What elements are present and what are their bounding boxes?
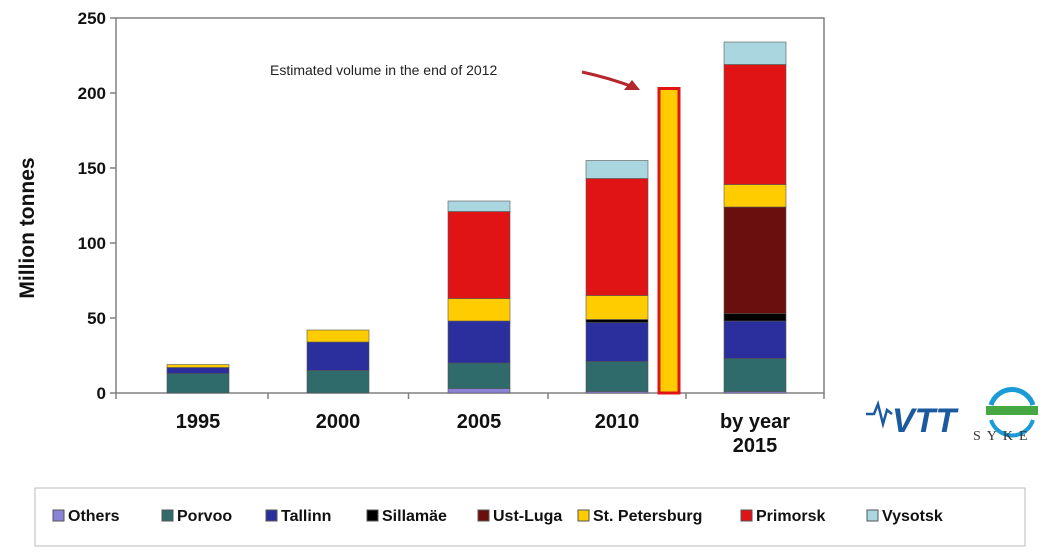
legend-swatch: [740, 509, 753, 522]
bar-segment-st-petersburg: [723, 184, 787, 208]
legend-label: Porvoo: [177, 508, 232, 525]
logos: VTT SYKE: [866, 387, 1038, 444]
syke-logo-bottom: [989, 419, 1035, 438]
bar-segment-primorsk: [585, 178, 649, 296]
x-tick-label: 2015: [733, 435, 778, 457]
bar-segment-others: [447, 388, 511, 394]
legend-label: St. Petersburg: [593, 508, 702, 525]
bar-segment-st-petersburg: [585, 295, 649, 320]
bar-segment-st-petersburg: [306, 329, 370, 343]
bar-segment-primorsk: [723, 64, 787, 185]
legend-swatch: [577, 509, 590, 522]
y-tick-label: 50: [87, 309, 106, 328]
bar-segment-vysotsk: [447, 200, 511, 212]
bar-segment-porvoo: [166, 373, 230, 394]
x-tick-label: 2010: [595, 411, 640, 433]
bar-segment-ust-luga: [723, 206, 787, 314]
bar-segment-vysotsk: [585, 160, 649, 179]
legend-label: Ust-Luga: [493, 508, 562, 525]
legend-label: Tallinn: [281, 508, 331, 525]
bar-segment-sillam-e: [723, 313, 787, 322]
legend-box: [34, 487, 1026, 547]
bar-segment-primorsk: [447, 211, 511, 299]
vtt-wave-icon: [866, 399, 893, 429]
syke-logo: SYKE: [973, 429, 1034, 444]
bar-segment-vysotsk: [723, 41, 787, 65]
bar-segment-porvoo: [723, 358, 787, 392]
bar-segment-porvoo: [447, 362, 511, 389]
x-tick-label: 1995: [176, 411, 221, 433]
y-axis-label: Million tonnes: [16, 157, 39, 298]
x-tick-label: 2005: [457, 411, 502, 433]
x-tick-label: by year: [720, 411, 790, 433]
bar-segment-tallinn: [585, 322, 649, 362]
legend-swatch: [866, 509, 879, 522]
y-tick-label: 150: [78, 159, 106, 178]
vtt-logo: VTT: [892, 402, 959, 440]
y-tick-label: 100: [78, 234, 106, 253]
annotation-arrowhead: [624, 80, 640, 90]
legend-swatch: [265, 509, 278, 522]
estimated-2012-bar: [657, 87, 681, 395]
legend-label: Others: [68, 508, 120, 525]
bar-segment-tallinn: [447, 320, 511, 364]
bar-segment-porvoo: [306, 370, 370, 394]
x-tick-label: 2000: [316, 411, 361, 433]
bar-segment-tallinn: [306, 341, 370, 371]
y-axis: 0 50 100 150 200 250: [78, 9, 116, 403]
bar-segment-sillam-e: [585, 319, 649, 323]
bar-segment-tallinn: [166, 367, 230, 374]
y-tick-label: 200: [78, 84, 106, 103]
y-tick-label: 0: [97, 384, 106, 403]
plot-area: [115, 17, 825, 395]
legend-swatch: [52, 509, 65, 522]
legend-swatch: [477, 509, 490, 522]
bar-segment-st-petersburg: [447, 298, 511, 322]
legend-swatch: [161, 509, 174, 522]
annotation: Estimated volume in the end of 2012: [270, 62, 640, 90]
syke-logo-band: [986, 406, 1038, 415]
bar-segment-st-petersburg: [166, 364, 230, 368]
legend-label: Primorsk: [756, 508, 825, 525]
bar-segment-tallinn: [723, 320, 787, 359]
y-tick-label: 250: [78, 9, 106, 28]
legend-label: Vysotsk: [882, 508, 943, 525]
syke-logo-emblem: [988, 387, 1036, 406]
bar-segment-porvoo: [585, 361, 649, 392]
legend-label: Sillamäe: [382, 508, 447, 525]
legend-swatch: [366, 509, 379, 522]
legend: Others Porvoo Tallinn Sillamäe Ust-Luga St. P…: [34, 487, 1026, 547]
annotation-text: Estimated volume in the end of 2012: [270, 62, 497, 78]
